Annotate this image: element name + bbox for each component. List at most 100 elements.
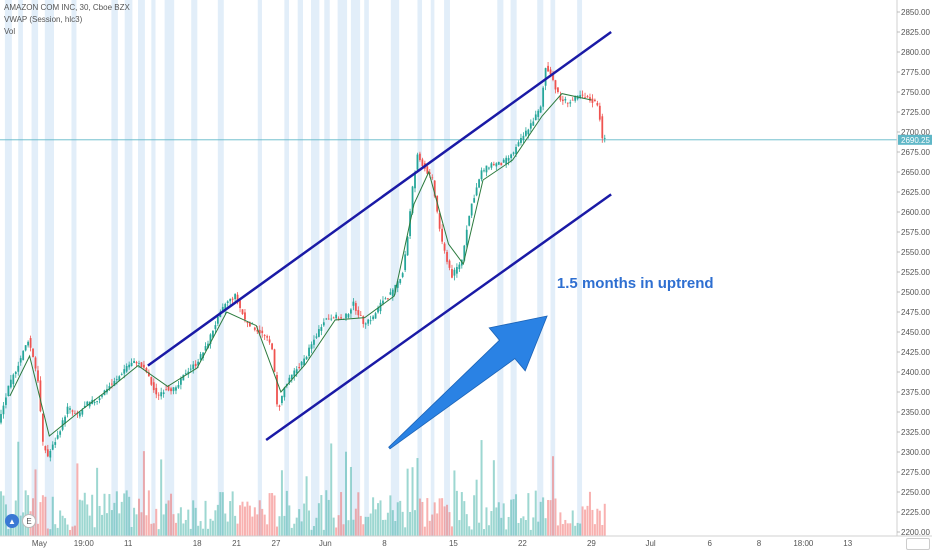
uptrend-arrow-shape [388, 315, 548, 450]
volume-bar [256, 514, 259, 536]
volume-bar [19, 515, 22, 536]
volume-bar [586, 505, 589, 536]
time-tick-label: May [32, 539, 47, 548]
candle-body [160, 392, 163, 397]
volume-bar [517, 522, 520, 536]
candle-body [386, 298, 389, 300]
volume-bar [591, 509, 594, 536]
candle-body [488, 167, 490, 169]
chart-settings-icon[interactable] [906, 538, 930, 550]
candle-body [295, 369, 298, 374]
candle-body [214, 325, 217, 330]
volume-bar [478, 522, 481, 536]
candle-body [12, 374, 15, 385]
candle-body [54, 442, 57, 445]
candle-body [74, 412, 76, 414]
candle-body [118, 376, 121, 381]
candle-body [534, 114, 537, 121]
trendlines [147, 30, 612, 442]
volume-bar [101, 514, 104, 536]
volume-bar [273, 495, 276, 536]
price-tick-label: 2450.00 [901, 328, 930, 337]
volume-bar [229, 501, 232, 536]
candle-body [406, 236, 409, 256]
candle-body [549, 69, 552, 75]
event-marker-icon[interactable]: E [22, 514, 36, 528]
candle-body [492, 163, 495, 165]
session-band [217, 0, 224, 536]
candle-body [369, 320, 372, 322]
volume-bar [404, 527, 407, 536]
candle-body [83, 405, 86, 408]
volume-bar [510, 499, 513, 536]
candle-body [207, 343, 209, 349]
volume-bar [246, 501, 249, 536]
volume-bar [475, 479, 478, 536]
volume-bar [492, 460, 495, 536]
volume-bar [36, 523, 39, 536]
candle-body [532, 121, 535, 126]
candle-body [246, 322, 249, 324]
volume-bar [497, 502, 500, 536]
tradingview-logo-icon[interactable]: ▲ [5, 514, 19, 528]
volume-bar [362, 524, 365, 536]
volume-bar [448, 512, 451, 536]
volume-bar [596, 508, 599, 536]
volume-bar [194, 507, 197, 536]
candle-body [591, 98, 594, 103]
candle-body [64, 416, 66, 424]
volume-bar [96, 467, 99, 536]
candle-body [359, 315, 362, 316]
candle-body [564, 99, 567, 101]
time-tick-label: 18 [193, 539, 202, 548]
candle-body [281, 395, 283, 404]
price-tick-label: 2650.00 [901, 168, 930, 177]
candle-body [441, 228, 444, 242]
candle-body [330, 318, 333, 320]
candle-body [428, 172, 431, 175]
volume-bar [177, 513, 180, 536]
volume-bar [199, 521, 202, 536]
price-tick-label: 2600.00 [901, 208, 930, 217]
candle-body [337, 318, 340, 320]
candle-body [27, 341, 30, 346]
session-band [390, 0, 400, 536]
volume-bar [239, 505, 242, 536]
candle-body [239, 300, 241, 308]
candle-body [56, 435, 59, 439]
volume-bar [182, 523, 185, 536]
volume-bar [71, 526, 74, 536]
volume-bar [564, 519, 567, 536]
session-band [417, 0, 423, 536]
candle-body [7, 385, 10, 397]
price-tick-label: 2300.00 [901, 448, 930, 457]
volume-bar [340, 492, 343, 536]
candle-body [579, 95, 582, 98]
volume-bar [110, 510, 113, 536]
time-tick-label: 22 [518, 539, 527, 548]
time-tick-label: Jun [319, 539, 332, 548]
candle-body [317, 329, 320, 337]
volume-bar [335, 527, 338, 536]
volume-bar [372, 497, 375, 536]
last-price-label: 2690.25 [901, 136, 930, 145]
candle-body [347, 314, 350, 318]
volume-bar [226, 521, 229, 536]
candle-body [59, 431, 62, 435]
volume-bar [443, 506, 446, 536]
candle-body [145, 368, 148, 373]
price-candles [0, 62, 606, 462]
candle-body [34, 357, 37, 369]
time-tick-label: 18:00 [793, 539, 814, 548]
price-axis-bg [897, 0, 932, 550]
candle-body [571, 99, 574, 101]
candle-body [416, 154, 419, 170]
volume-bar [305, 476, 308, 536]
volume-bar [483, 529, 485, 536]
volume-bar [64, 518, 67, 536]
candle-body [357, 310, 360, 316]
candle-body [78, 412, 81, 417]
candle-body [569, 102, 572, 104]
volume-bar [345, 451, 347, 536]
